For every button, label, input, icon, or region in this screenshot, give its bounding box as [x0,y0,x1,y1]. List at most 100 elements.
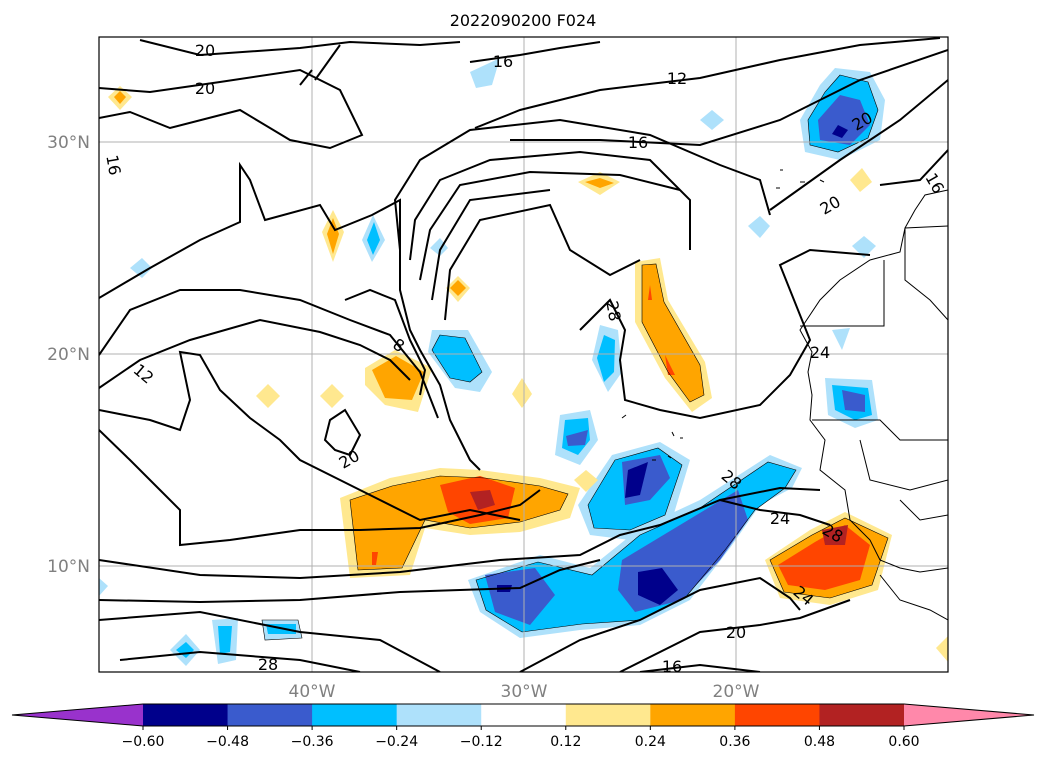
contour-trough-5 [431,189,551,301]
negative-anomaly-band-peak [638,568,678,605]
positive-anomaly-west-africa-peak [822,525,848,545]
positive-anomaly-spot-b-core [327,218,339,254]
lon-tick-label: 20°W [713,682,760,702]
contour-label: 16 [662,657,682,676]
contour-label: 24 [770,509,790,528]
colorbar-tick-label: −0.48 [206,734,249,750]
latitude-labels: 30°N 20°N 10°N [47,133,90,577]
contour-lower-1 [99,486,821,580]
isolines [99,37,948,672]
contour-label: 28 [258,655,278,674]
contour-12 [474,37,941,129]
contour-label: 24 [810,343,830,362]
positive-anomaly-midatlantic-peak [470,490,495,510]
contour-label: 20 [726,623,746,642]
negative-anomaly-northeast-core [818,95,870,145]
colorbar-tick-label: −0.24 [375,734,418,750]
negative-anomaly-central-core [432,335,482,382]
contour-20-north-2 [99,68,364,150]
contour-trough-4 [419,170,681,281]
contour-20-closed [323,408,362,457]
contour-label: 20 [195,79,215,98]
contour-28 [579,248,871,420]
positive-anomaly-north-ridge-core [648,285,675,375]
positive-anomaly-spot-g [320,384,344,408]
colorbar-swatch [819,704,905,726]
negative-anomaly-spot-l [130,258,152,278]
country-border-5 [899,499,948,521]
contour-trough-6 [444,203,641,321]
country-border-4 [859,439,948,491]
plot-frame [98,36,949,673]
negative-anomaly-spot-d-peak [842,390,865,412]
positive-anomaly-midatlantic-small [372,552,378,565]
contour-west-main [99,161,481,471]
colorbar-tick-label: −0.60 [122,734,165,750]
colorbar-swatch [481,704,567,726]
positive-anomaly-spot-i [574,470,598,492]
negative-anomaly-spot-i [748,216,770,238]
contour-west-4 [99,350,521,522]
positive-anomaly-spot-c-core [450,280,466,296]
positive-anomaly-spot-a-core [372,356,424,400]
contour-label: 16 [102,153,124,176]
africa-coast [799,225,948,573]
contour-label: 20 [195,41,215,60]
negative-anomaly-spot-a-core [367,222,380,255]
contour-tail [719,499,831,526]
contour-16-mid [510,49,948,147]
negative-anomaly-spot-k [852,236,876,258]
country-border-2 [812,419,948,441]
anomaly-outlines [261,74,889,641]
contour-16-east [879,149,948,186]
country-border-3 [904,228,948,321]
colorbar-swatch [396,704,482,726]
colorbar-tick-label: 0.36 [719,734,750,750]
lon-tick-label: 40°W [289,682,336,702]
contour-label: 16 [493,52,513,71]
positive-anomaly-spot-d-core [585,178,614,188]
positive-anomaly-spot-j [850,168,872,192]
colorbar-tick-label: 0.60 [888,734,919,750]
positive-anomaly-spot-f [256,384,280,408]
lat-tick-label: 30°N [47,133,90,153]
negative-anomaly-spot-h [470,58,500,88]
gridlines [99,37,948,672]
colorbar-swatch [143,704,229,726]
contour-trough-3 [409,150,691,261]
longitude-labels: 40°W 30°W 20°W [289,682,760,702]
colorbar-tick-label: 0.24 [635,734,666,750]
canary-islands [776,169,825,189]
lat-tick-label: 20°N [47,345,90,365]
country-border-6 [879,574,948,621]
contour-west-2 [99,289,439,419]
positive-anomaly-north-ridge [642,264,704,402]
lat-tick-label: 10°N [47,557,90,577]
contour-16-south [639,663,761,672]
country-border-1 [800,260,885,327]
negative-anomaly-spot-e-core [218,626,232,654]
contour-lower-2 [99,559,601,604]
positive-anomaly-midatlantic [350,476,568,570]
colorbar-swatch [312,704,398,726]
map-title: 2022090200 F024 [450,11,597,30]
negative-anomaly-spot-n [99,578,108,596]
contour-label: 12 [667,69,687,88]
negative-anomaly-spot-j [700,110,724,130]
shaded-anomalies [99,58,948,666]
colorbar-extend-low [12,704,143,726]
contour-20-mid [769,79,948,211]
colorbar-extend-high [904,704,1034,726]
contour-20-north [139,39,461,57]
colorbar: −0.60 −0.48 −0.36 −0.24 −0.12 0.12 0.24 0.36 0.4… [11,703,1035,750]
negative-anomaly-atlantic-peak [625,462,648,498]
negative-anomaly-spot-o [832,328,850,350]
iberia-coast [904,189,948,229]
negative-anomaly-northeast-peak [832,125,848,138]
contour-8 [344,288,427,396]
negative-anomaly-band-core [485,568,555,625]
colorbar-swatch [565,704,651,726]
contour-lower-3 [99,610,441,672]
plot-area: 20 20 16 12 16 16 16 20 20 8 12 20 28 28… [99,37,948,676]
